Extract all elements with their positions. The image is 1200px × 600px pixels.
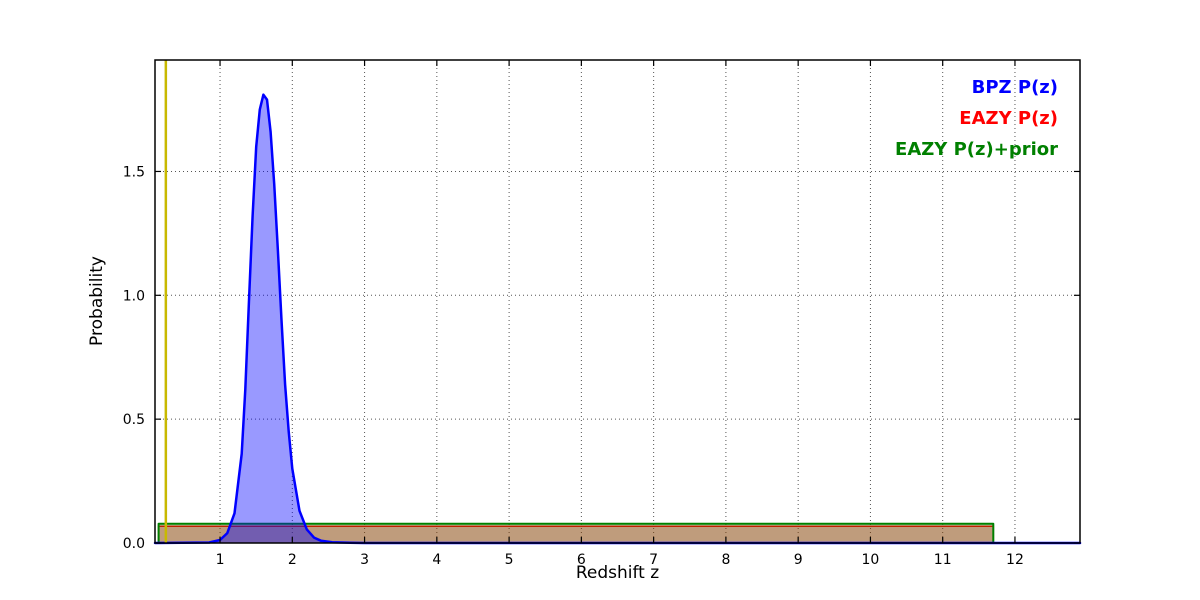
x-tick-label: 5 <box>505 552 514 568</box>
tick-marks <box>155 60 1080 544</box>
x-tick-label: 7 <box>649 552 658 568</box>
gridlines <box>155 60 1080 543</box>
x-tick-label: 11 <box>934 552 952 568</box>
legend: BPZ P(z) EAZY P(z) EAZY P(z)+prior <box>895 72 1058 165</box>
x-tick-label: 3 <box>360 552 369 568</box>
series-fill-eazy-p-z <box>158 526 994 543</box>
series-line-bpz-p-z <box>153 93 1082 545</box>
x-tick-label: 10 <box>862 552 880 568</box>
series-fill-bpz-p-z <box>155 94 1080 543</box>
x-tick-label: 4 <box>432 552 441 568</box>
y-tick-label: 0.0 <box>123 536 145 552</box>
x-tick-label: 6 <box>577 552 586 568</box>
x-tick-label: 9 <box>794 552 803 568</box>
x-tick-label: 12 <box>1006 552 1024 568</box>
y-tick-label: 1.5 <box>123 164 145 180</box>
x-tick-label: 2 <box>288 552 297 568</box>
y-tick-label: 1.0 <box>123 288 145 304</box>
y-tick-label: 0.5 <box>123 412 145 428</box>
series-fill-eazy-p-z-prior <box>158 523 994 543</box>
axes-frame <box>154 59 1081 544</box>
y-axis-label: Probability <box>87 256 107 346</box>
x-tick-label: 8 <box>721 552 730 568</box>
x-axis-label: Redshift z <box>575 563 660 583</box>
x-tick-label: 1 <box>216 552 225 568</box>
series-line-eazy-p-z-prior <box>157 522 995 544</box>
plot-area <box>155 60 1080 543</box>
series-eazy-p-z-prior <box>157 522 995 544</box>
tick-labels: 1 2 3 4 5 6 7 8 9 10 11 120.00.51.01.5 <box>123 164 1024 568</box>
series-bpz-p-z <box>153 93 1082 545</box>
legend-item-bpz: BPZ P(z) <box>971 77 1058 98</box>
legend-item-eazy: EAZY P(z) <box>959 108 1058 129</box>
legend-item-eazy-prior: EAZY P(z)+prior <box>895 139 1058 160</box>
